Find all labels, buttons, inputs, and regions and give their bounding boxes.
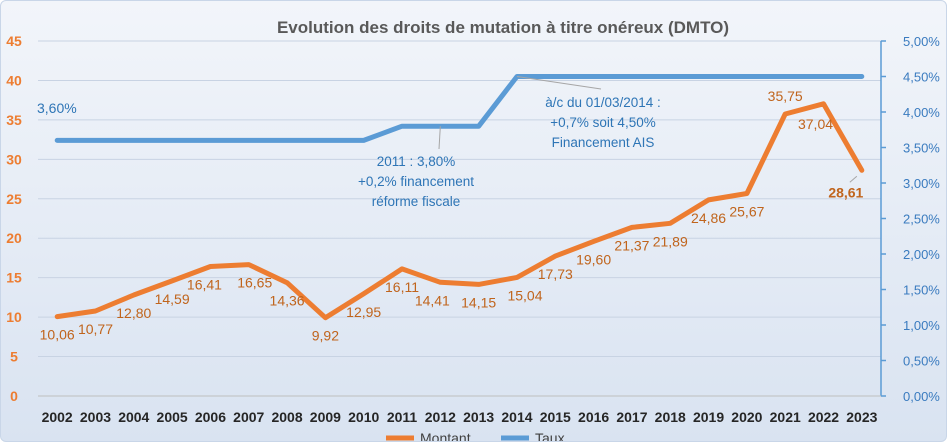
left-axis-tick: 5 <box>10 349 18 365</box>
data-label: 14,41 <box>415 292 450 308</box>
x-axis-tick: 2006 <box>195 409 226 425</box>
left-axis-tick: 10 <box>6 309 22 325</box>
x-axis-tick: 2002 <box>42 409 73 425</box>
right-axis-tick: 3,00% <box>903 176 940 191</box>
taux-start-label: 3,60% <box>37 100 77 116</box>
x-axis-tick: 2023 <box>846 409 877 425</box>
label-leader-2023 <box>849 175 858 183</box>
left-axis-tick: 20 <box>6 230 22 246</box>
x-axis-tick: 2004 <box>118 409 149 425</box>
data-label: 14,36 <box>270 293 305 309</box>
annotation-2014-line: +0,7% soit 4,50% <box>550 115 655 130</box>
x-axis-tick: 2010 <box>348 409 379 425</box>
annotation-2011-line: réforme fiscale <box>372 194 461 209</box>
series <box>54 74 865 321</box>
legend: Montant Taux <box>386 430 565 441</box>
data-label: 24,86 <box>691 210 726 226</box>
data-label: 21,37 <box>614 237 649 253</box>
data-label: 35,75 <box>768 88 803 104</box>
left-axis-tick: 15 <box>6 270 22 286</box>
series-line-montant <box>54 101 865 321</box>
x-axis-tick: 2020 <box>731 409 762 425</box>
left-axis-tick: 25 <box>6 191 22 207</box>
data-label: 10,06 <box>40 327 75 343</box>
x-axis-tick: 2022 <box>808 409 839 425</box>
left-axis-tick: 30 <box>6 151 22 167</box>
x-axis-tick: 2017 <box>616 409 647 425</box>
x-axis-tick: 2009 <box>310 409 341 425</box>
right-axis-tick: 4,50% <box>903 70 940 85</box>
x-axis-tick: 2021 <box>770 409 801 425</box>
x-axis-tick: 2015 <box>540 409 571 425</box>
right-axis-tick: 1,50% <box>903 283 940 298</box>
data-label: 17,73 <box>538 266 573 282</box>
data-label: 12,95 <box>346 304 381 320</box>
x-axis-tick: 2013 <box>463 409 494 425</box>
series-line-taux <box>54 74 865 143</box>
data-label: 15,04 <box>507 287 542 303</box>
annotation-2011-line: 2011 : 3,80% <box>377 154 456 169</box>
right-axis-tick: 0,50% <box>903 354 940 369</box>
right-axis-tick: 4,00% <box>903 105 940 120</box>
x-axis-tick: 2007 <box>233 409 264 425</box>
data-label: 37,04 <box>798 116 833 132</box>
left-axis-tick: 0 <box>10 388 18 404</box>
right-axis-tick: 0,00% <box>903 389 940 404</box>
right-axis-tick: 5,00% <box>903 34 940 49</box>
data-label: 16,65 <box>237 275 272 291</box>
data-label: 10,77 <box>78 321 113 337</box>
legend-label-montant: Montant <box>420 430 471 441</box>
x-axis-tick: 2003 <box>80 409 111 425</box>
data-label: 21,89 <box>653 233 688 249</box>
right-axis-tick: 1,00% <box>903 318 940 333</box>
x-axis-tick: 2011 <box>387 409 418 425</box>
data-label: 19,60 <box>576 251 611 267</box>
right-axis-tick: 2,50% <box>903 212 940 227</box>
annotation-2011-line: +0,2% financement <box>358 174 474 189</box>
right-axis-tick: 3,50% <box>903 141 940 156</box>
data-label: 16,11 <box>385 279 419 295</box>
x-axis-tick: 2018 <box>655 409 686 425</box>
left-axis-tick: 40 <box>6 72 22 88</box>
data-label: 25,67 <box>729 203 764 219</box>
x-axis-tick: 2019 <box>693 409 724 425</box>
legend-label-taux: Taux <box>535 430 565 441</box>
annotation-2014-line: Financement AIS <box>552 135 655 150</box>
data-label: 28,61 <box>828 184 863 200</box>
x-axis-tick: 2005 <box>157 409 188 425</box>
chart-title: Evolution des droits de mutation à titre… <box>277 18 729 37</box>
annotation-2014-line: à/c du 01/03/2014 : <box>545 95 661 110</box>
annotation-leader-2014 <box>516 76 602 90</box>
right-axis-tick: 2,00% <box>903 247 940 262</box>
data-label: 14,59 <box>155 291 190 307</box>
x-axis-tick: 2008 <box>271 409 302 425</box>
annotation-leader-2011 <box>438 126 441 150</box>
left-axis-tick: 45 <box>6 33 22 49</box>
x-axis-tick: 2016 <box>578 409 609 425</box>
data-label: 16,41 <box>187 277 222 293</box>
axes: 0 5 10 15 20 25 30 35 40 45 0,00% 0,50% 1,00% 1,50% 2,… <box>6 33 940 425</box>
data-label: 14,15 <box>461 294 496 310</box>
annotations: 3,60% 2011 : 3,80% +0,2% financement réform… <box>37 76 661 209</box>
left-axis-tick: 35 <box>6 112 22 128</box>
data-label: 12,80 <box>116 305 151 321</box>
data-label: 9,92 <box>312 328 339 344</box>
x-axis-tick: 2012 <box>425 409 456 425</box>
x-axis-tick: 2014 <box>501 409 532 425</box>
